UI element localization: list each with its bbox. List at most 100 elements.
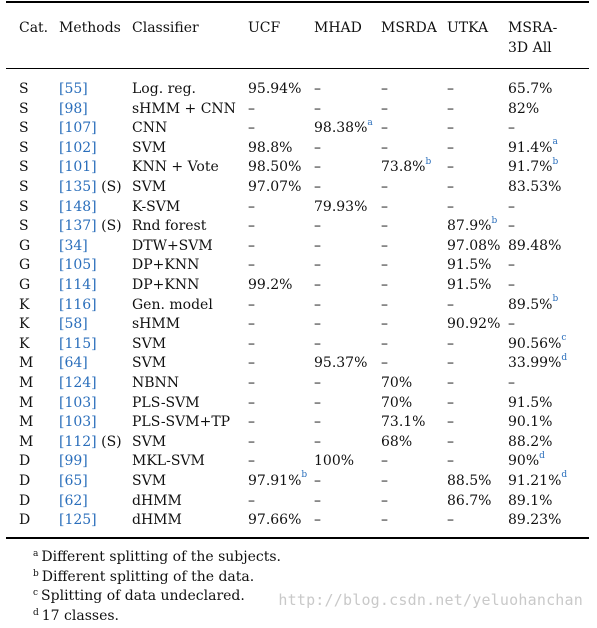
citation-link[interactable]: [98] [59, 100, 88, 117]
citation-link[interactable]: [105] [59, 257, 97, 274]
ucf-cell: 97.66% [248, 510, 301, 530]
method-cell: [58] [59, 314, 88, 334]
msra-value: 89.48% [508, 237, 562, 254]
utka-cell: 90.92% [447, 314, 500, 334]
utka-cell: – [447, 432, 454, 452]
citation-link[interactable]: [137] [59, 218, 97, 235]
ucf-value: – [248, 414, 255, 431]
cls-value: PLS-SVM [132, 394, 200, 411]
method-cell: [148] [59, 197, 97, 217]
ucf-value: 99.2% [248, 277, 293, 293]
citation-link[interactable]: [62] [59, 492, 88, 509]
header-ucf: UCF [248, 20, 281, 36]
citation-link[interactable]: [112] [59, 433, 97, 450]
citation-link[interactable]: [116] [59, 296, 97, 313]
msra-cell: 65.7% [508, 79, 552, 99]
mhad-value: – [314, 394, 321, 411]
citation-link[interactable]: [148] [59, 198, 97, 215]
cls-value: SVM [132, 139, 167, 156]
footnote-marker[interactable]: c [561, 333, 567, 344]
cat-value: S [19, 100, 29, 117]
mhad-cell: – [314, 393, 321, 413]
msra-value: 65.7% [508, 81, 553, 97]
citation-link[interactable]: [124] [59, 375, 97, 391]
utka-cell: – [447, 373, 454, 393]
ucf-value: 97.07% [248, 179, 302, 195]
header-cat: Cat. [19, 20, 49, 36]
msrda-cell: – [381, 353, 388, 373]
citation-link[interactable]: [58] [59, 316, 88, 333]
cls-value: dHMM [132, 492, 182, 509]
footnote-marker[interactable]: a [367, 117, 373, 128]
footnote-marker[interactable]: b [491, 215, 498, 226]
utka-value: – [447, 375, 454, 391]
citation-link[interactable]: [55] [59, 81, 88, 97]
cls-value: MKL-SVM [132, 453, 205, 470]
utka-value: 91.5% [447, 257, 492, 274]
msra-cell: – [508, 255, 515, 275]
msrda-value: – [381, 139, 388, 156]
cls-cell: K-SVM [132, 197, 180, 217]
citation-link[interactable]: [125] [59, 512, 97, 529]
utka-cell: – [447, 99, 454, 119]
footnote-mark: c [33, 588, 39, 598]
mhad-cell: – [314, 471, 321, 491]
citation-link[interactable]: [103] [59, 394, 97, 411]
mhad-cell: – [314, 334, 321, 354]
citation-link[interactable]: [107] [59, 120, 97, 137]
citation-link[interactable]: [34] [59, 237, 88, 254]
footnote-marker[interactable]: b [425, 156, 432, 167]
table-row: M [64] SVM –95.37% – –33.99%d [0, 353, 597, 373]
utka-value: – [447, 512, 454, 529]
footnote-marker[interactable]: b [552, 293, 559, 304]
msrda-value: – [381, 218, 388, 235]
msrda-value: – [381, 492, 388, 509]
utka-value: – [447, 335, 454, 352]
footnote-marker[interactable]: d [561, 470, 568, 481]
citation-link[interactable]: [102] [59, 139, 97, 156]
ucf-value: – [248, 335, 255, 352]
msrda-cell: – [381, 471, 388, 491]
citation-link[interactable]: [103] [59, 414, 97, 431]
ucf-value: – [248, 355, 255, 372]
method-cell: [103] [59, 393, 97, 413]
msra-cell: 91.7%b [508, 157, 558, 177]
footnote-marker[interactable]: b [552, 156, 559, 167]
utka-value: – [447, 414, 454, 431]
citation-link[interactable]: [99] [59, 453, 88, 470]
ucf-cell: 99.2% [248, 275, 292, 295]
citation-link[interactable]: [64] [59, 355, 88, 372]
utka-value: 97.08% [447, 237, 501, 254]
citation-link[interactable]: [135] [59, 179, 97, 195]
ucf-cell: – [248, 118, 255, 138]
footnote-marker[interactable]: a [552, 137, 558, 148]
table-row: M [103] PLS-SVM+TP – –73.1% –90.1% [0, 412, 597, 432]
utka-value: – [447, 394, 454, 411]
mhad-value: – [314, 433, 321, 450]
mhad-value: – [314, 218, 321, 235]
utka-value: 87.9% [447, 218, 492, 235]
footnote-marker[interactable]: d [561, 352, 568, 363]
mhad-cell: 98.38%a [314, 118, 373, 138]
msrda-cell: – [381, 118, 388, 138]
msrda-value: – [381, 257, 388, 274]
footnote-marker[interactable]: b [301, 470, 308, 481]
citation-link[interactable]: [101] [59, 159, 97, 176]
ucf-cell: – [248, 99, 255, 119]
mhad-cell: – [314, 491, 321, 511]
msrda-value: – [381, 277, 388, 293]
footnote: a Different splitting of the subjects. [33, 548, 281, 568]
citation-link[interactable]: [114] [59, 277, 97, 293]
citation-link[interactable]: [115] [59, 335, 97, 352]
method-tag: (S) [96, 218, 122, 235]
method-cell: [99] [59, 451, 88, 471]
table-row: S [135] (S) SVM 97.07% – – –83.53% [0, 177, 597, 197]
cat-value: K [19, 316, 30, 333]
ucf-cell: 98.50% [248, 157, 301, 177]
table-row: S [98] sHMM + CNN – – – –82% [0, 99, 597, 119]
footnote-marker[interactable]: d [539, 450, 545, 461]
utka-cell: 91.5% [447, 255, 491, 275]
citation-link[interactable]: [65] [59, 473, 88, 489]
mhad-value: – [314, 237, 321, 254]
cat-value: G [19, 237, 31, 254]
